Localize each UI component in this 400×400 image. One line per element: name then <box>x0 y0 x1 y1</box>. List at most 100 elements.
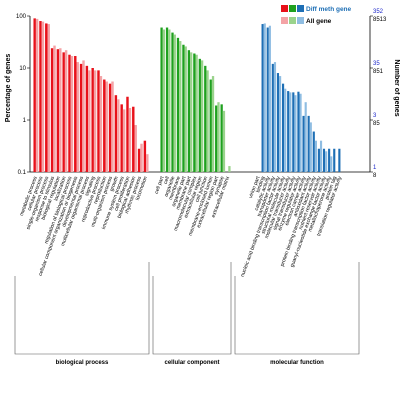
bar-diff <box>91 68 94 172</box>
bar-diff <box>281 83 285 172</box>
y-tick-label: 0.1 <box>18 170 27 176</box>
bar-diff <box>333 148 336 172</box>
bar-diff <box>261 24 264 172</box>
bar-diff <box>74 56 77 172</box>
legend-swatch <box>289 17 296 24</box>
bar-diff <box>292 92 295 172</box>
bar-diff <box>198 58 201 172</box>
category-label: binding <box>255 176 266 194</box>
y2-tick-all: 8 <box>373 173 377 179</box>
bar-all <box>273 62 277 172</box>
bar-diff <box>160 27 163 173</box>
bar-diff <box>302 115 305 172</box>
legend-swatch <box>297 17 304 24</box>
bar-all <box>146 154 149 172</box>
group-bracket <box>14 262 150 355</box>
bar-all <box>53 45 56 172</box>
category-label: growth <box>109 176 120 193</box>
bar-diff <box>193 53 196 172</box>
bar-all <box>76 62 79 172</box>
bar-all <box>299 93 302 172</box>
bar-all <box>206 70 209 172</box>
legend-diff-meth-gene <box>281 5 304 12</box>
bar-all <box>184 46 187 172</box>
bar-diff <box>126 96 129 172</box>
group-label: molecular function <box>270 360 324 366</box>
bar-all <box>140 143 143 172</box>
bar-diff <box>215 105 218 172</box>
bar-diff <box>108 83 112 172</box>
bar-all <box>105 81 108 172</box>
bar-diff <box>62 52 65 173</box>
bar-all <box>64 50 68 173</box>
y2-tick-diff: 352 <box>373 9 384 15</box>
bar-diff <box>68 54 71 172</box>
bar-all <box>88 70 91 172</box>
bar-all <box>41 21 45 172</box>
bar-diff <box>50 48 54 172</box>
bar-diff <box>56 49 60 172</box>
bar-diff <box>33 18 36 172</box>
legend-swatch <box>281 17 288 24</box>
bar-all <box>289 92 292 172</box>
bar-all <box>325 151 328 172</box>
bar-diff <box>271 63 274 172</box>
bar-all <box>304 102 307 172</box>
group-bracket <box>234 262 360 355</box>
bar-all <box>47 24 50 172</box>
left-axis-ticks: 0.1 1 10 100 <box>16 14 30 176</box>
bar-diff <box>307 115 310 172</box>
bar-diff <box>297 91 300 172</box>
group-label: cellular component <box>164 360 219 366</box>
bar-all <box>70 56 74 172</box>
legend-all-gene <box>281 17 304 24</box>
group-bracket <box>152 262 232 355</box>
bar-all <box>222 110 226 172</box>
bar-all <box>200 60 204 173</box>
bar-diff <box>182 44 185 172</box>
bar-diff <box>266 27 269 173</box>
bar-diff <box>85 65 89 172</box>
legend-swatch <box>289 5 296 12</box>
y2-tick-all: 85 <box>373 121 380 127</box>
bar-diff <box>322 148 326 172</box>
bar-all <box>117 99 120 172</box>
bar-all <box>284 88 287 172</box>
bar-all <box>59 48 62 172</box>
bar-all <box>211 76 215 172</box>
bar-diff <box>39 21 42 172</box>
y-tick-label: 10 <box>19 66 26 72</box>
bar-diff <box>165 27 169 173</box>
bar-all <box>195 54 198 172</box>
legend-all-label: All gene <box>306 18 332 25</box>
bar-all <box>111 81 114 172</box>
bar-diff <box>171 32 174 172</box>
bar-diff <box>114 95 118 172</box>
bar-diff <box>209 79 212 172</box>
bar-all <box>99 76 103 172</box>
bar-all <box>162 29 166 172</box>
bar-diff <box>176 37 180 172</box>
y2-tick-diff: 3 <box>373 113 377 119</box>
bar-diff <box>338 148 341 172</box>
bar-diff <box>220 104 223 172</box>
bar-diff <box>287 91 290 172</box>
y2-tick-diff: 1 <box>373 165 377 171</box>
bar-diff <box>97 70 100 172</box>
bar-diff <box>204 65 207 172</box>
legend-swatch <box>297 5 304 12</box>
bar-all <box>217 102 220 172</box>
y2-tick-all: 851 <box>373 69 384 75</box>
bar-diff <box>120 104 123 172</box>
bar-all <box>173 34 176 172</box>
group-label: biological process <box>56 360 109 366</box>
y-axis-title: Percentage of genes <box>5 54 12 123</box>
bar-all <box>319 140 323 172</box>
bar-all <box>122 109 126 172</box>
bar-all <box>309 122 312 172</box>
bar-diff <box>276 73 280 172</box>
bar-diff <box>187 50 191 173</box>
